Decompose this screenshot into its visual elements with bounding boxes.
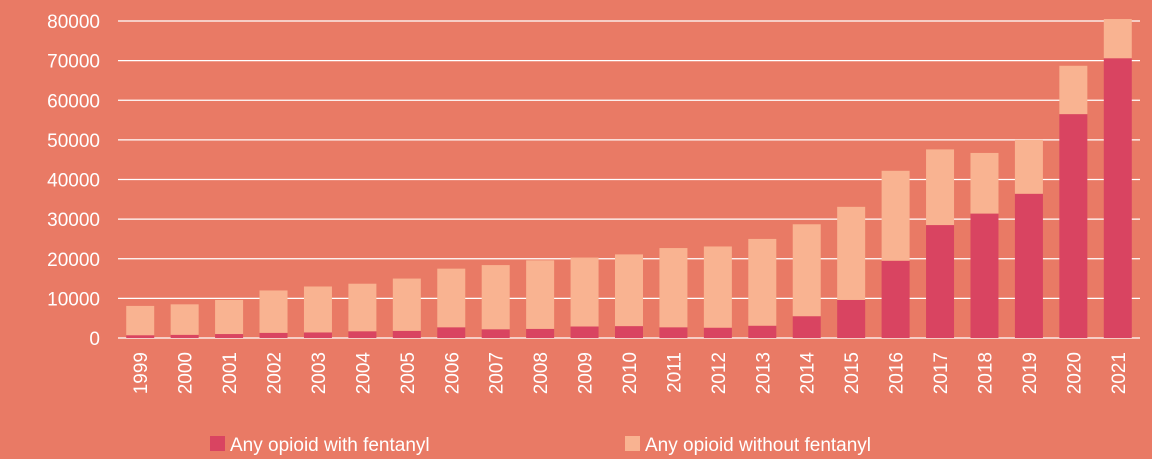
- bar-segment-with-fentanyl: [1014, 193, 1043, 338]
- bar-segment-without-fentanyl: [703, 246, 732, 328]
- legend-label: Any opioid with fentanyl: [230, 435, 430, 456]
- x-tick-label: 2008: [531, 352, 552, 394]
- bar-segment-with-fentanyl: [526, 328, 555, 338]
- y-tick-label: 80000: [47, 12, 100, 33]
- x-tick-label: 1999: [131, 352, 152, 394]
- bar-segment-without-fentanyl: [881, 170, 910, 261]
- bar-segment-with-fentanyl: [303, 332, 332, 338]
- bar-segment-with-fentanyl: [659, 327, 688, 338]
- x-tick-label: 2018: [975, 352, 996, 394]
- bar-segment-without-fentanyl: [659, 248, 688, 328]
- bar-segment-without-fentanyl: [126, 305, 155, 336]
- bar-segment-with-fentanyl: [615, 326, 643, 338]
- bar-segment-with-fentanyl: [703, 327, 732, 338]
- bar-segment-with-fentanyl: [481, 329, 510, 338]
- bars: [126, 19, 1132, 339]
- bar-segment-with-fentanyl: [437, 327, 466, 338]
- x-tick-label: 2003: [309, 352, 330, 394]
- x-tick-label: 2019: [1020, 352, 1041, 394]
- bar-segment-with-fentanyl: [570, 326, 599, 338]
- bar-segment-without-fentanyl: [259, 290, 288, 333]
- bar-segment-with-fentanyl: [215, 334, 244, 338]
- x-tick-label: 2005: [398, 352, 419, 394]
- y-tick-label: 40000: [47, 171, 100, 192]
- bar-segment-with-fentanyl: [970, 213, 999, 338]
- x-tick-label: 2002: [265, 352, 286, 394]
- bar-segment-with-fentanyl: [926, 225, 955, 338]
- x-tick-label: 2013: [753, 352, 774, 394]
- y-tick-label: 50000: [47, 131, 100, 152]
- bar-segment-with-fentanyl: [170, 334, 199, 338]
- bar-segment-without-fentanyl: [481, 265, 510, 330]
- x-tick-label: 2014: [798, 352, 819, 395]
- x-tick-label: 2011: [664, 352, 685, 393]
- bar-segment-without-fentanyl: [748, 238, 777, 326]
- bar-segment-without-fentanyl: [926, 149, 955, 226]
- bar-segment-without-fentanyl: [970, 152, 999, 214]
- x-tick-label: 2021: [1109, 352, 1130, 394]
- gridlines: [118, 20, 1140, 339]
- x-tick-label: 2006: [442, 352, 463, 394]
- y-tick-label: 10000: [47, 289, 100, 310]
- bar-segment-with-fentanyl: [348, 331, 377, 338]
- legend-swatch: [625, 436, 640, 451]
- y-tick-label: 60000: [47, 91, 100, 112]
- bar-segment-with-fentanyl: [259, 332, 288, 338]
- x-tick-label: 2009: [576, 352, 597, 394]
- x-tick-label: 2010: [620, 352, 641, 394]
- bar-segment-without-fentanyl: [615, 254, 643, 327]
- bar-segment-without-fentanyl: [170, 304, 199, 335]
- bar-segment-with-fentanyl: [1103, 58, 1132, 339]
- y-tick-label: 0: [89, 329, 100, 350]
- x-tick-label: 2020: [1064, 352, 1085, 394]
- y-tick-label: 20000: [47, 250, 100, 271]
- y-tick-label: 30000: [47, 210, 100, 231]
- x-tick-label: 2012: [709, 352, 730, 394]
- bar-segment-with-fentanyl: [792, 316, 821, 338]
- legend-swatch: [210, 436, 225, 451]
- bar-segment-with-fentanyl: [126, 335, 155, 338]
- bar-segment-with-fentanyl: [1059, 114, 1088, 339]
- bar-segment-with-fentanyl: [392, 330, 421, 338]
- bar-segment-with-fentanyl: [748, 325, 777, 338]
- bar-segment-with-fentanyl: [837, 299, 866, 338]
- x-tick-label: 2017: [931, 352, 952, 394]
- bar-segment-without-fentanyl: [437, 268, 466, 328]
- bar-segment-without-fentanyl: [303, 286, 332, 333]
- x-axis-ticks: 1999 2000 2001 2002 2003 2004 2005 2006 2007 2008…: [131, 352, 1130, 395]
- x-tick-label: 2001: [220, 352, 241, 394]
- bar-segment-with-fentanyl: [881, 260, 910, 338]
- bar-segment-without-fentanyl: [792, 224, 821, 317]
- bar-segment-without-fentanyl: [1059, 65, 1088, 115]
- bar-segment-without-fentanyl: [570, 257, 599, 327]
- bar-segment-without-fentanyl: [837, 206, 866, 300]
- bar-segment-without-fentanyl: [215, 299, 244, 335]
- bar-segment-without-fentanyl: [526, 260, 555, 329]
- bar-segment-without-fentanyl: [1103, 19, 1132, 59]
- x-tick-label: 2004: [353, 352, 374, 395]
- bar-segment-without-fentanyl: [392, 278, 421, 331]
- bar-segment-without-fentanyl: [1014, 139, 1043, 194]
- x-tick-label: 2015: [842, 352, 863, 394]
- legend-label: Any opioid without fentanyl: [645, 435, 871, 456]
- bar-segment-without-fentanyl: [348, 283, 377, 332]
- y-axis-ticks: 0 10000 20000 30000 40000 50000 60000 70000 8000…: [47, 12, 100, 350]
- x-tick-label: 2007: [487, 352, 508, 394]
- x-tick-label: 2000: [176, 352, 197, 394]
- x-tick-label: 2016: [887, 352, 908, 394]
- y-tick-label: 70000: [47, 52, 100, 73]
- legend: Any opioid with fentanyl Any opioid witho…: [210, 435, 871, 456]
